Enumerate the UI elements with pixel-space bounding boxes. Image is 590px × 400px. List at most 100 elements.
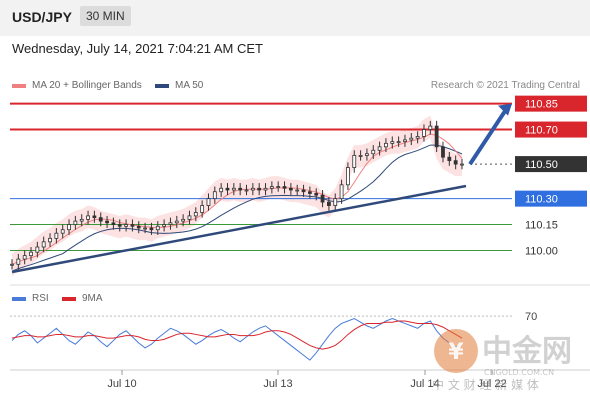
level-tag-110-50 xyxy=(515,156,587,173)
instrument-title: USD/JPY xyxy=(12,9,72,25)
x-tick-label-jul-22: Jul 22 xyxy=(477,378,506,390)
candle-body xyxy=(225,187,230,191)
candle-body xyxy=(396,141,401,144)
legend-item-ma20: MA 20 + Bollinger Bands xyxy=(12,80,142,91)
candle-body xyxy=(73,220,78,225)
x-tick-label-jul-13: Jul 13 xyxy=(263,378,292,390)
candle-body xyxy=(244,189,249,192)
candle-body xyxy=(327,201,331,206)
rsi-swatch xyxy=(12,296,26,301)
candle-body xyxy=(422,129,426,137)
candle-body xyxy=(48,237,52,243)
candle-body xyxy=(86,215,90,220)
ma50-swatch xyxy=(155,83,169,88)
level-tag-110-85 xyxy=(515,95,587,112)
candle-body xyxy=(390,141,395,144)
candle-body xyxy=(250,187,255,191)
candle-body xyxy=(117,224,122,227)
candle-body xyxy=(92,215,97,219)
rsi-line xyxy=(11,318,463,361)
ma20-swatch xyxy=(12,83,26,88)
legend-label-9ma: 9MA xyxy=(82,293,103,304)
candle-body xyxy=(231,187,236,191)
candle-body xyxy=(143,227,147,230)
candle-body xyxy=(358,155,363,157)
candle-body xyxy=(79,218,84,222)
rsi-level-label-70: 70 xyxy=(525,311,537,323)
projection-arrow xyxy=(468,108,508,166)
timeframe-badge[interactable]: 30 MIN xyxy=(80,6,131,26)
candle-body xyxy=(181,218,186,222)
candle-body xyxy=(187,215,192,220)
candle-body xyxy=(441,146,445,158)
level-label-110-85: 110.85 xyxy=(525,99,558,111)
ma50-line xyxy=(11,144,463,272)
9ma-swatch xyxy=(62,296,76,301)
candle-body xyxy=(200,205,205,213)
candle-body xyxy=(314,193,319,196)
x-tick-label-jul-10: Jul 10 xyxy=(107,378,136,390)
timestamp: Wednesday, July 14, 2021 7:04:21 AM CET xyxy=(12,41,263,56)
watermark-brand: 中金网 xyxy=(482,334,572,369)
level-label-110-15: 110.15 xyxy=(525,220,558,232)
research-credit: Research © 2021 Trading Central xyxy=(430,80,580,91)
candle-body xyxy=(339,184,344,200)
watermark-tagline: 中 文 财 经 新 媒 体 xyxy=(432,377,539,392)
candle-body xyxy=(415,136,420,139)
candle-body xyxy=(41,241,46,248)
candle-body xyxy=(365,153,369,156)
candle-body xyxy=(320,194,325,203)
candle-body xyxy=(29,251,33,257)
watermark-domain: CNGOLD.COM.CN xyxy=(484,368,554,377)
chart-header: USD/JPY 30 MIN xyxy=(0,0,590,36)
candle-body xyxy=(98,217,103,222)
candle-body xyxy=(219,187,224,193)
candle-body xyxy=(67,224,71,231)
legend-item-9ma: 9MA xyxy=(62,293,103,304)
candle-body xyxy=(136,225,141,229)
candle-body xyxy=(105,220,109,224)
candle-body xyxy=(238,187,243,191)
legend-label-rsi: RSI xyxy=(32,293,49,304)
candle-body xyxy=(288,187,293,191)
cngold-logo-icon xyxy=(434,329,478,373)
candle-body xyxy=(301,189,306,193)
cngold-watermark: ¥ 中金网 CNGOLD.COM.CN 中 文 财 经 新 媒 体 xyxy=(432,325,580,395)
level-tag-110-30 xyxy=(515,190,587,207)
candle-body xyxy=(155,225,160,231)
candle-body xyxy=(447,156,452,162)
svg-text:¥: ¥ xyxy=(448,340,464,365)
trend-line xyxy=(11,184,467,274)
candle-body xyxy=(371,149,376,155)
candle-body xyxy=(460,163,464,166)
candle-body xyxy=(212,191,217,200)
candle-body xyxy=(269,186,274,189)
candle-body xyxy=(149,227,154,231)
candle-body xyxy=(16,258,21,265)
candle-body xyxy=(384,142,388,148)
ma20-line xyxy=(11,133,463,265)
candle-body xyxy=(276,186,281,188)
candle-body xyxy=(257,187,262,191)
candle-body xyxy=(60,229,65,234)
candle-body xyxy=(428,125,433,130)
candle-body xyxy=(307,191,312,194)
candle-body xyxy=(54,232,59,239)
candle-body xyxy=(168,222,173,225)
candle-body xyxy=(124,224,128,227)
candle-body xyxy=(22,255,27,260)
level-tag-110-70 xyxy=(515,121,587,138)
legend-item-rsi: RSI xyxy=(12,293,49,304)
level-label-110-70: 110.70 xyxy=(525,125,558,137)
candle-body xyxy=(130,224,135,227)
candle-body xyxy=(174,220,179,224)
level-label-110-30: 110.30 xyxy=(525,194,558,206)
level-label-110-00: 110.00 xyxy=(525,245,558,257)
candle-body xyxy=(282,186,287,189)
bollinger-band-area xyxy=(12,115,462,277)
candle-body xyxy=(206,198,211,206)
candle-body xyxy=(263,187,268,191)
candle-body xyxy=(162,224,167,227)
rsi-9ma-line xyxy=(11,320,463,350)
